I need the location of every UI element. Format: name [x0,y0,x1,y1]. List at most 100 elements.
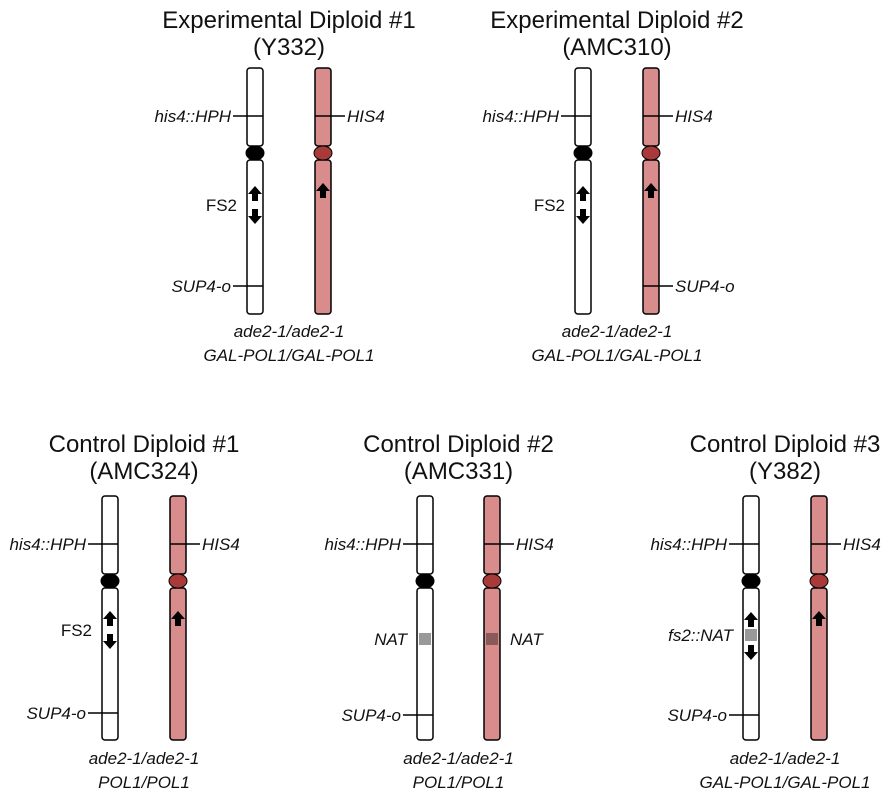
mutant-chromosome-lower-arm [416,587,434,741]
panel-strain: (Y332) [253,34,325,61]
mutant-chromosome-lower-arm [101,587,119,741]
wildtype-chromosome-centromere [482,573,502,589]
mutant-chromosome-upper-arm [574,67,592,147]
locus-label-left: his4::HPH [154,107,231,126]
fs2-up-arrow-icon [316,183,330,198]
wildtype-chromosome [641,67,661,315]
mutant-chromosome [100,495,120,741]
genotype-line: ade2-1/ade2-1 [562,322,673,341]
locus-label-right: NAT [510,630,544,649]
fs2-up-arrow-icon [576,186,590,201]
genotype-line: ade2-1/ade2-1 [234,322,345,341]
fs2-down-arrow-icon [248,209,262,224]
panel-title: Control Diploid #1 [49,431,240,458]
wildtype-chromosome-centromere [809,573,829,589]
locus-label-left: fs2::NAT [668,626,734,645]
mutant-chromosome-centromere [741,573,761,589]
wildtype-chromosome [809,495,829,741]
genotype-line: POL1/POL1 [413,773,505,792]
mutant-chromosome-lower-arm [742,587,760,741]
genotype-line: GAL-POL1/GAL-POL1 [699,773,870,792]
wildtype-chromosome-lower-arm [810,587,828,741]
wildtype-chromosome-upper-arm [169,495,187,575]
locus-label-left: his4::HPH [482,107,559,126]
diploid-panel-4: Control Diploid #2(AMC331)his4::HPHNATSU… [324,431,553,792]
genotype-line: GAL-POL1/GAL-POL1 [203,346,374,365]
locus-label-left: SUP4-o [26,704,86,723]
diploid-panel-3: Control Diploid #1(AMC324)his4::HPHFS2SU… [9,431,239,792]
mutant-chromosome-centromere [415,573,435,589]
mutant-chromosome [245,67,265,315]
wildtype-chromosome [482,495,502,741]
nat-insert-marker [745,629,757,641]
mutant-chromosome-upper-arm [101,495,119,575]
fs2-up-arrow-icon [644,183,658,198]
fs2-down-arrow-icon [103,634,117,649]
mutant-chromosome-centromere [573,145,593,161]
locus-label-right: HIS4 [843,535,881,554]
mutant-chromosome [573,67,593,315]
fs2-up-arrow-icon [248,186,262,201]
panel-title: Experimental Diploid #1 [162,7,415,34]
locus-label-right: HIS4 [202,535,240,554]
fs2-up-arrow-icon [103,611,117,626]
locus-label-left: FS2 [206,196,237,215]
wildtype-chromosome-lower-arm [169,587,187,741]
mutant-chromosome-upper-arm [416,495,434,575]
fs2-up-arrow-icon [171,611,185,626]
mutant-chromosome [741,495,761,741]
locus-label-left: his4::HPH [324,535,401,554]
locus-label-right: SUP4-o [675,277,735,296]
genotype-line: ade2-1/ade2-1 [403,749,514,768]
fs2-up-arrow-icon [812,611,826,626]
mutant-chromosome-upper-arm [742,495,760,575]
genotype-line: ade2-1/ade2-1 [730,749,841,768]
wildtype-chromosome [168,495,188,741]
wildtype-chromosome-upper-arm [810,495,828,575]
wildtype-chromosome-lower-arm [483,587,501,741]
genotype-line: POL1/POL1 [98,773,190,792]
locus-label-left: SUP4-o [667,706,727,725]
mutant-chromosome-centromere [245,145,265,161]
wildtype-chromosome-centromere [168,573,188,589]
wildtype-chromosome [313,67,333,315]
wildtype-chromosome-upper-arm [483,495,501,575]
mutant-chromosome-upper-arm [246,67,264,147]
mutant-chromosome-lower-arm [246,159,264,315]
genotype-line: ade2-1/ade2-1 [89,749,200,768]
locus-label-right: HIS4 [347,107,385,126]
diploid-panel-1: Experimental Diploid #1(Y332)his4::HPHFS… [154,7,415,365]
nat-insert-marker [419,633,431,645]
locus-label-left: SUP4-o [341,706,401,725]
genotype-line: GAL-POL1/GAL-POL1 [531,346,702,365]
diploid-panel-5: Control Diploid #3(Y382)his4::HPHfs2::NA… [650,431,880,792]
locus-label-right: HIS4 [675,107,713,126]
panel-strain: (AMC331) [404,458,513,485]
diploid-panel-2: Experimental Diploid #2(AMC310)his4::HPH… [482,7,743,365]
locus-label-left: FS2 [61,621,92,640]
fs2-down-arrow-icon [744,645,758,660]
wildtype-chromosome-centromere [313,145,333,161]
panel-title: Control Diploid #2 [363,431,554,458]
mutant-chromosome-centromere [100,573,120,589]
mutant-chromosome-lower-arm [574,159,592,315]
mutant-chromosome [415,495,435,741]
panel-strain: (AMC310) [562,34,671,61]
nat-insert-marker [486,633,498,645]
fs2-up-arrow-icon [744,612,758,627]
fs2-down-arrow-icon [576,209,590,224]
panel-strain: (Y382) [749,458,821,485]
wildtype-chromosome-upper-arm [314,67,332,147]
panel-title: Control Diploid #3 [690,431,881,458]
panel-title: Experimental Diploid #2 [490,7,743,34]
locus-label-left: FS2 [534,196,565,215]
wildtype-chromosome-upper-arm [642,67,660,147]
locus-label-left: his4::HPH [650,535,727,554]
locus-label-left: NAT [374,630,408,649]
panel-strain: (AMC324) [89,458,198,485]
locus-label-left: SUP4-o [171,277,231,296]
locus-label-left: his4::HPH [9,535,86,554]
locus-label-right: HIS4 [516,535,554,554]
wildtype-chromosome-centromere [641,145,661,161]
